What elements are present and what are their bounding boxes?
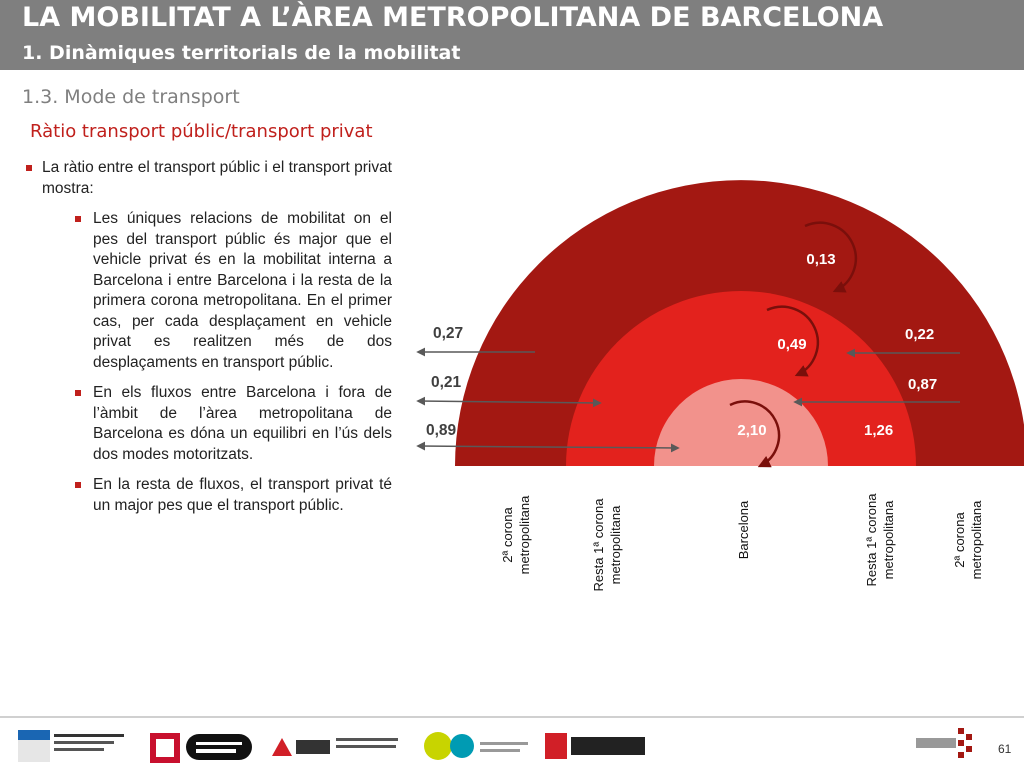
internal-ratio-label: 0,13 (806, 251, 835, 268)
axis-label-line: metropolitana (969, 500, 984, 580)
axis-label-line: metropolitana (881, 500, 896, 580)
page-number: 61 (998, 742, 1012, 756)
bullet-text: En la resta de fluxos, el transport priv… (93, 476, 392, 514)
amtu-logo (424, 732, 528, 760)
idescat-logo (545, 733, 645, 759)
slide-subtitle: 1. Dinàmiques territorials de la mobilit… (22, 42, 461, 64)
flow-ratio-label: 1,26 (864, 422, 893, 439)
footer-logos (18, 728, 972, 763)
bullet-item: La ràtio entre el transport públic i el … (24, 158, 392, 199)
bullet-text: En els fluxos entre Barcelona i fora de … (93, 384, 392, 463)
flow-ratio-label: 0,22 (905, 326, 934, 343)
bullet-text: Les úniques relacions de mobilitat on el… (93, 210, 392, 371)
bullet-list: La ràtio entre el transport públic i el … (24, 158, 392, 516)
axis-label-line: 2ª corona (500, 507, 515, 563)
amb-logo (272, 738, 398, 756)
axis-label: 2ª corona metropolitana (500, 495, 532, 575)
slide-title: LA MOBILITAT A L’ÀREA METROPOLITANA DE B… (22, 2, 884, 33)
axis-label-line: metropolitana (517, 495, 532, 575)
axis-label: Resta 1ª corona metropolitana (591, 498, 623, 592)
flow-arrow-line (416, 441, 680, 453)
axis-label: 2ª corona metropolitana (952, 500, 984, 580)
axis-label-line: Barcelona (736, 500, 751, 559)
flow-ratio-label: 0,89 (426, 422, 457, 439)
bullet-marker-icon (26, 165, 32, 171)
axis-label: Barcelona (736, 500, 751, 559)
ring-inner (654, 379, 828, 466)
flow-arrow-line (416, 396, 602, 408)
bullet-text: La ràtio entre el transport públic i el … (42, 159, 392, 197)
ring-middle (566, 291, 916, 466)
flow-ratio-label: 0,87 (908, 376, 937, 393)
sub-bullet-item: En la resta de fluxos, el transport priv… (24, 475, 392, 516)
bullet-marker-icon (75, 482, 81, 488)
flow-ratio-label: 0,27 (433, 325, 463, 342)
axis-label-line: metropolitana (608, 505, 623, 585)
loop-arrow-icon (766, 305, 820, 377)
axis-label-line: Resta 1ª corona (591, 498, 606, 592)
loop-arrow-icon (729, 400, 781, 468)
loop-arrow-icon (804, 221, 858, 293)
axis-label: Resta 1ª corona metropolitana (864, 493, 896, 587)
bullet-marker-icon (75, 216, 81, 222)
bullet-marker-icon (75, 390, 81, 396)
slide-header: LA MOBILITAT A L’ÀREA METROPOLITANA DE B… (0, 0, 1024, 70)
sub-bullet-item: En els fluxos entre Barcelona i fora de … (24, 383, 392, 465)
internal-ratio-label: 0,49 (777, 336, 806, 353)
footer-divider (0, 716, 1024, 718)
flow-ratio-label: 0,21 (431, 374, 462, 391)
internal-ratio-label: 2,10 (737, 422, 766, 439)
section-title: 1.3. Mode de transport (22, 86, 240, 108)
diagram-heading: Ràtio transport públic/transport privat (30, 121, 373, 142)
sub-bullet-item: Les úniques relacions de mobilitat on el… (24, 209, 392, 373)
axis-label-line: Resta 1ª corona (864, 493, 879, 587)
iermb-logo (916, 728, 972, 758)
axis-label-line: 2ª corona (952, 512, 967, 568)
atm-logo (18, 730, 124, 762)
ajuntament-logo (150, 733, 252, 763)
